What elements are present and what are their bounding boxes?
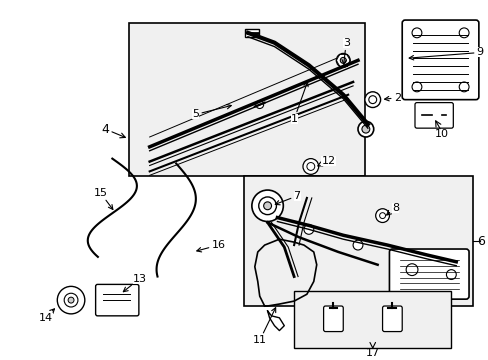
Circle shape: [402, 250, 411, 260]
Circle shape: [406, 264, 417, 275]
Bar: [293, 291, 450, 348]
FancyBboxPatch shape: [323, 306, 343, 332]
FancyBboxPatch shape: [382, 306, 402, 332]
Text: 17: 17: [365, 348, 379, 358]
Text: 6: 6: [476, 235, 484, 248]
Text: 2: 2: [384, 93, 400, 103]
Circle shape: [458, 82, 468, 92]
Text: 14: 14: [39, 309, 54, 323]
Circle shape: [368, 96, 376, 104]
Circle shape: [304, 224, 313, 234]
Circle shape: [411, 82, 421, 92]
Circle shape: [306, 163, 314, 170]
Bar: [129, 23, 364, 176]
Circle shape: [258, 197, 276, 215]
Text: 15: 15: [93, 188, 113, 210]
Text: 13: 13: [123, 274, 146, 292]
Circle shape: [411, 28, 421, 38]
Circle shape: [336, 54, 349, 67]
FancyBboxPatch shape: [96, 284, 139, 316]
Circle shape: [340, 57, 346, 63]
Circle shape: [352, 240, 362, 250]
Text: 8: 8: [386, 203, 398, 215]
FancyBboxPatch shape: [402, 20, 478, 100]
Text: 16: 16: [196, 240, 225, 252]
Circle shape: [57, 286, 84, 314]
Text: 12: 12: [317, 156, 335, 166]
Text: 10: 10: [434, 129, 447, 139]
FancyBboxPatch shape: [388, 249, 468, 299]
Text: 9: 9: [408, 48, 483, 60]
Circle shape: [68, 297, 74, 303]
FancyBboxPatch shape: [414, 103, 452, 128]
Bar: [244, 176, 472, 306]
Circle shape: [446, 270, 455, 279]
Circle shape: [375, 209, 388, 222]
Circle shape: [379, 213, 385, 219]
Text: 7: 7: [275, 191, 300, 205]
Bar: [244, 29, 258, 37]
Circle shape: [364, 92, 380, 108]
Text: 11: 11: [252, 308, 275, 345]
Circle shape: [361, 125, 369, 133]
Text: 4: 4: [102, 123, 125, 138]
Circle shape: [458, 28, 468, 38]
Circle shape: [263, 202, 271, 210]
Circle shape: [357, 121, 373, 137]
Text: 3: 3: [341, 38, 349, 64]
Text: 1: 1: [290, 82, 307, 124]
Circle shape: [303, 159, 318, 174]
Circle shape: [255, 101, 263, 108]
Circle shape: [251, 190, 283, 221]
Text: 5: 5: [192, 104, 231, 120]
Circle shape: [64, 293, 78, 307]
